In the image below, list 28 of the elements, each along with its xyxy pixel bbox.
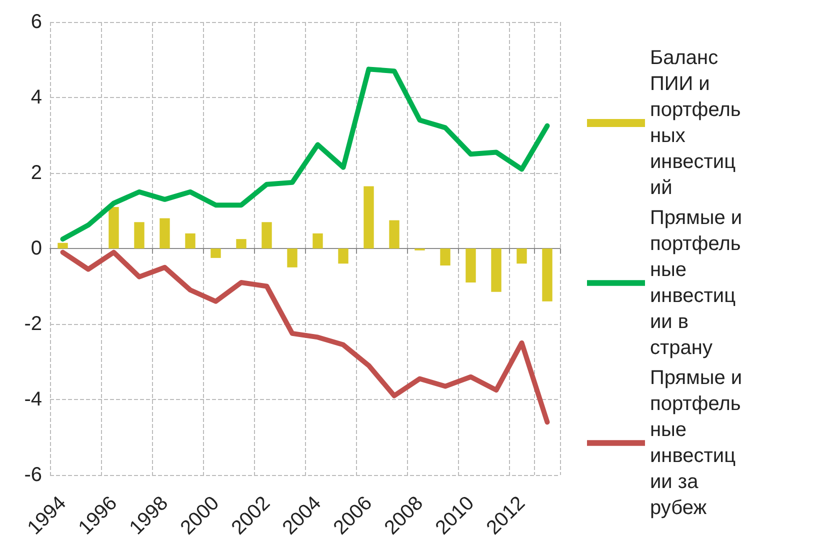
legend-label: Баланс ПИИ и портфельных инвестиций <box>650 47 741 199</box>
bar <box>160 218 170 248</box>
legend-label: Прямые и портфельные инвестиции за рубеж <box>650 367 748 519</box>
bar <box>466 248 476 282</box>
bar <box>210 248 221 258</box>
legend-label: Прямые и портфельные инвестиции в страну <box>650 207 748 359</box>
bar <box>108 206 119 248</box>
bar <box>491 248 502 292</box>
bar <box>389 220 400 248</box>
bar <box>58 242 68 248</box>
y-tick-label: 6 <box>30 11 42 33</box>
bar <box>440 248 450 266</box>
bar <box>516 248 527 264</box>
y-tick-label: -2 <box>24 313 42 335</box>
y-tick-label: 4 <box>30 86 42 108</box>
y-tick-label: 0 <box>30 238 42 260</box>
y-tick-label: 2 <box>30 162 42 184</box>
y-tick-label: -6 <box>24 464 42 486</box>
bar <box>134 222 144 248</box>
bar <box>287 248 298 268</box>
bar <box>338 248 348 264</box>
y-tick-label: -4 <box>24 388 42 410</box>
bar <box>185 233 196 248</box>
bar <box>364 186 374 248</box>
bar <box>542 248 552 302</box>
bar <box>262 222 272 248</box>
bar <box>312 233 323 248</box>
bar <box>236 239 246 248</box>
